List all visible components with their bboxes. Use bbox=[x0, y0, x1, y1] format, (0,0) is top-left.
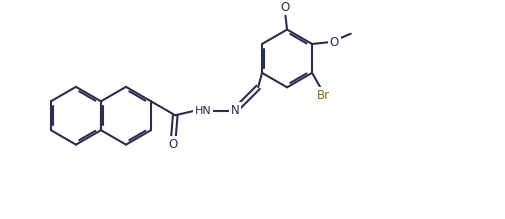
Text: O: O bbox=[168, 138, 178, 151]
Text: N: N bbox=[230, 104, 239, 117]
Text: O: O bbox=[329, 36, 338, 49]
Text: Br: Br bbox=[317, 89, 330, 102]
Text: O: O bbox=[280, 1, 289, 14]
Text: HN: HN bbox=[194, 106, 211, 116]
